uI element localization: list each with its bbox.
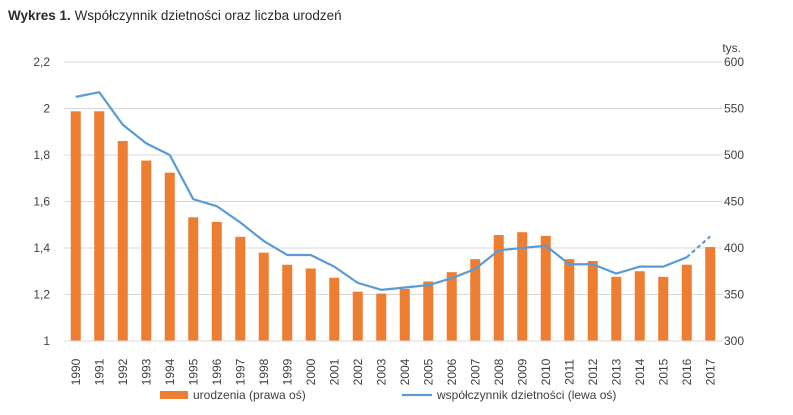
y-right-tick-label: 550 xyxy=(724,102,744,116)
bar xyxy=(611,276,622,341)
bar xyxy=(258,252,269,341)
bar xyxy=(540,235,551,341)
bar xyxy=(564,259,575,341)
bar xyxy=(517,232,528,341)
x-tick-label: 2012 xyxy=(586,358,600,385)
x-tick-label: 1993 xyxy=(139,358,153,385)
chart-title-prefix: Wykres 1. xyxy=(8,8,71,23)
chart-title-text: Współczynnik dzietności oraz liczba urod… xyxy=(74,8,342,23)
bar xyxy=(493,234,504,341)
bar xyxy=(141,160,152,341)
x-tick-label: 2011 xyxy=(562,359,576,385)
bar xyxy=(446,272,457,341)
x-tick-label: 2010 xyxy=(539,358,553,385)
x-tick-label: 1994 xyxy=(163,358,177,385)
legend: urodzenia (prawa oś) współczynnik dzietno… xyxy=(160,388,616,402)
bar xyxy=(587,261,598,341)
bar xyxy=(211,221,222,341)
x-tick-label: 1990 xyxy=(69,358,83,385)
x-tick-label: 1999 xyxy=(280,358,294,385)
bar xyxy=(329,277,340,341)
y-right-tick-label: 300 xyxy=(724,334,744,348)
bar xyxy=(282,264,293,341)
bar xyxy=(94,111,105,341)
x-tick-label: 2017 xyxy=(703,358,717,385)
x-tick-label: 2008 xyxy=(492,358,506,385)
bar xyxy=(470,259,481,341)
x-tick-label: 2014 xyxy=(633,358,647,385)
bar xyxy=(188,217,199,341)
bar xyxy=(399,288,410,341)
gridlines xyxy=(64,61,722,342)
bar xyxy=(164,172,175,341)
y-right-tick-label: 350 xyxy=(724,288,744,302)
x-tick-label: 2001 xyxy=(327,358,341,385)
y-right-tick-label: 400 xyxy=(724,241,744,255)
bar xyxy=(305,268,316,341)
y-left-tick-label: 2,2 xyxy=(33,55,50,69)
bar xyxy=(423,281,434,341)
y-right-unit-label: tys. xyxy=(722,41,741,55)
x-tick-label: 2006 xyxy=(445,358,459,385)
bar xyxy=(352,291,363,341)
line-series xyxy=(75,91,711,291)
legend-label-births: urodzenia (prawa oś) xyxy=(193,388,306,402)
bar xyxy=(117,141,128,341)
y-left-tick-label: 1,8 xyxy=(33,148,50,162)
y-left-tick-label: 1,2 xyxy=(33,288,50,302)
y-left-tick-label: 2 xyxy=(43,102,50,116)
x-tick-label: 2009 xyxy=(515,358,529,385)
chart-title: Wykres 1. Współczynnik dzietności oraz l… xyxy=(8,8,342,23)
x-tick-label: 2003 xyxy=(374,358,388,385)
y-right-tick-label: 450 xyxy=(724,195,744,209)
bar-series xyxy=(70,111,716,341)
x-tick-label: 1992 xyxy=(116,358,130,385)
bar xyxy=(70,111,81,341)
x-tick-label: 2002 xyxy=(351,358,365,385)
legend-label-fertility: współczynnik dzietności (lewa oś) xyxy=(436,388,616,402)
fertility-line-dashed xyxy=(686,235,711,259)
y-right-tick-label: 600 xyxy=(724,55,744,69)
x-tick-label: 2013 xyxy=(609,358,623,385)
bar xyxy=(658,276,669,341)
x-tick-label: 2004 xyxy=(398,358,412,385)
bar xyxy=(705,247,716,341)
x-tick-label: 1991 xyxy=(92,358,106,385)
bar xyxy=(235,236,246,341)
y-right-tick-label: 500 xyxy=(724,148,744,162)
axes: 1 300 1,2 350 1,4 400 1,6 450 1,8 500 2 550 2,2 600ty… xyxy=(33,41,744,385)
legend-swatch-births xyxy=(160,391,188,399)
x-tick-label: 2000 xyxy=(304,358,318,385)
y-left-tick-label: 1 xyxy=(43,334,50,348)
x-tick-label: 2015 xyxy=(656,358,670,385)
x-tick-label: 1997 xyxy=(233,358,247,385)
bar xyxy=(634,271,645,341)
bar xyxy=(681,264,692,341)
fertility-line-solid xyxy=(75,91,688,291)
x-tick-label: 2007 xyxy=(468,358,482,385)
bar xyxy=(376,293,387,341)
x-tick-label: 1995 xyxy=(186,358,200,385)
y-left-tick-label: 1,4 xyxy=(33,241,50,255)
x-tick-label: 2016 xyxy=(680,358,694,385)
x-tick-label: 1996 xyxy=(210,358,224,385)
x-tick-label: 1998 xyxy=(257,358,271,385)
y-left-tick-label: 1,6 xyxy=(33,195,50,209)
x-tick-label: 2005 xyxy=(421,358,435,385)
